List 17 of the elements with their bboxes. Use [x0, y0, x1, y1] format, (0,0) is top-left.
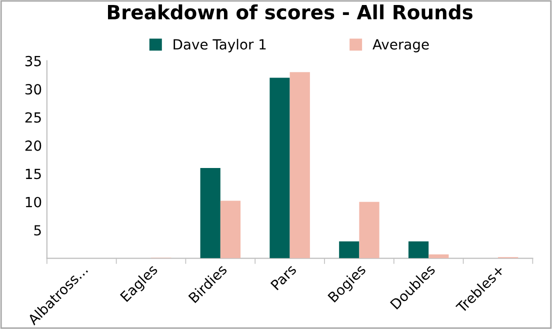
- chart-title: Breakdown of scores - All Rounds: [108, 4, 472, 20]
- y-tick-label: 5: [34, 225, 41, 236]
- bar: [339, 241, 360, 258]
- bar: [359, 202, 380, 258]
- bar: [220, 200, 241, 258]
- y-tick-label: 35: [25, 56, 41, 66]
- legend-label: Average: [372, 39, 429, 52]
- bar: [290, 72, 310, 258]
- y-tick-label: 20: [25, 140, 42, 151]
- y-tick-label: 15: [26, 168, 41, 180]
- y-tick-label: 25: [25, 112, 41, 123]
- bar: [270, 78, 290, 258]
- y-tick-label: 30: [25, 84, 42, 95]
- bar: [200, 168, 220, 258]
- y-tick-label: 10: [26, 196, 42, 208]
- bar: [408, 241, 429, 258]
- legend-label: Dave Taylor 1: [174, 38, 266, 52]
